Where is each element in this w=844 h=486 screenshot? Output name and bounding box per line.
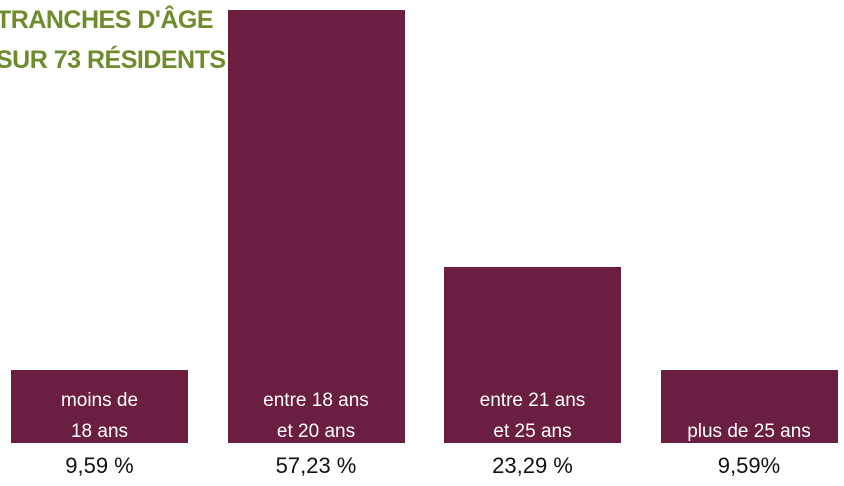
value-label: 57,23 % xyxy=(275,453,357,478)
category-label: entre 21 ans et 25 ans xyxy=(479,390,586,442)
bar xyxy=(660,370,838,443)
chart-subtitle: SUR 73 RÉSIDENTS xyxy=(0,46,226,74)
bar xyxy=(11,370,188,443)
bar xyxy=(444,266,621,443)
value-label: 9,59% xyxy=(717,453,781,478)
category-label: moins de 18 ans xyxy=(60,390,139,442)
value-label: 23,29 % xyxy=(492,453,573,478)
category-label: plus de 25 ans xyxy=(687,420,811,442)
chart-title: TRANCHES D'ÂGE xyxy=(0,6,214,34)
category-label: entre 18 ans et 20 ans xyxy=(263,390,369,442)
value-label: 9,59 % xyxy=(65,453,134,478)
bar xyxy=(227,10,405,443)
